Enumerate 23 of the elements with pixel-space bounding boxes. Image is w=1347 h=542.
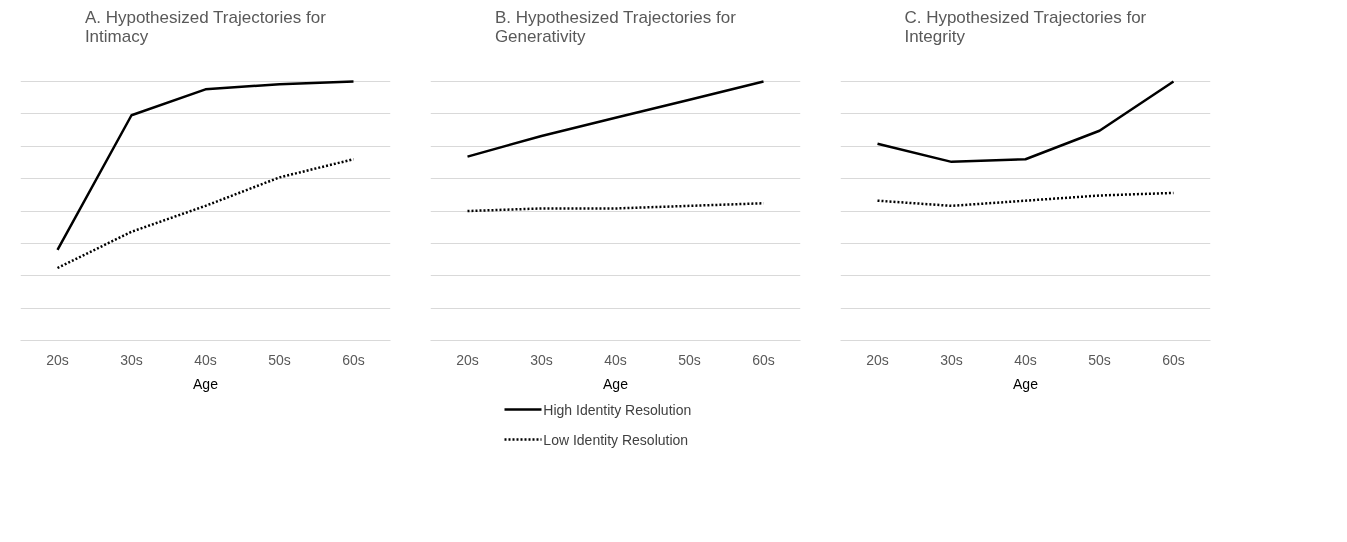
- chart-title: C. Hypothesized Trajectories for Integrity: [904, 7, 1147, 46]
- x-tick-label: 60s: [1162, 351, 1185, 368]
- x-tick-label: 40s: [194, 351, 217, 368]
- x-axis-title: Age: [1013, 375, 1039, 392]
- x-tick-label: 30s: [530, 351, 553, 368]
- x-tick-label: 50s: [268, 351, 291, 368]
- x-axis-title: Age: [193, 375, 219, 392]
- x-tick-label: 20s: [456, 351, 479, 368]
- x-tick-label: 60s: [752, 351, 775, 368]
- chart-title: B. Hypothesized Trajectories for Generativity: [494, 7, 737, 46]
- x-tick-label: 20s: [866, 351, 889, 368]
- x-tick-label: 50s: [1088, 351, 1111, 368]
- x-tick-label: 50s: [678, 351, 701, 368]
- x-tick-label: 30s: [120, 351, 143, 368]
- x-tick-label: 40s: [604, 351, 627, 368]
- x-axis-title: Age: [603, 375, 629, 392]
- x-tick-label: 20s: [46, 351, 69, 368]
- x-tick-label: 40s: [1014, 351, 1037, 368]
- legend-label: Low Identity Resolution: [543, 431, 689, 448]
- chart-title: A. Hypothesized Trajectories for Intimacy: [84, 7, 327, 46]
- x-tick-label: 60s: [342, 351, 365, 368]
- x-tick-label: 30s: [940, 351, 963, 368]
- legend-label: High Identity Resolution: [543, 401, 692, 418]
